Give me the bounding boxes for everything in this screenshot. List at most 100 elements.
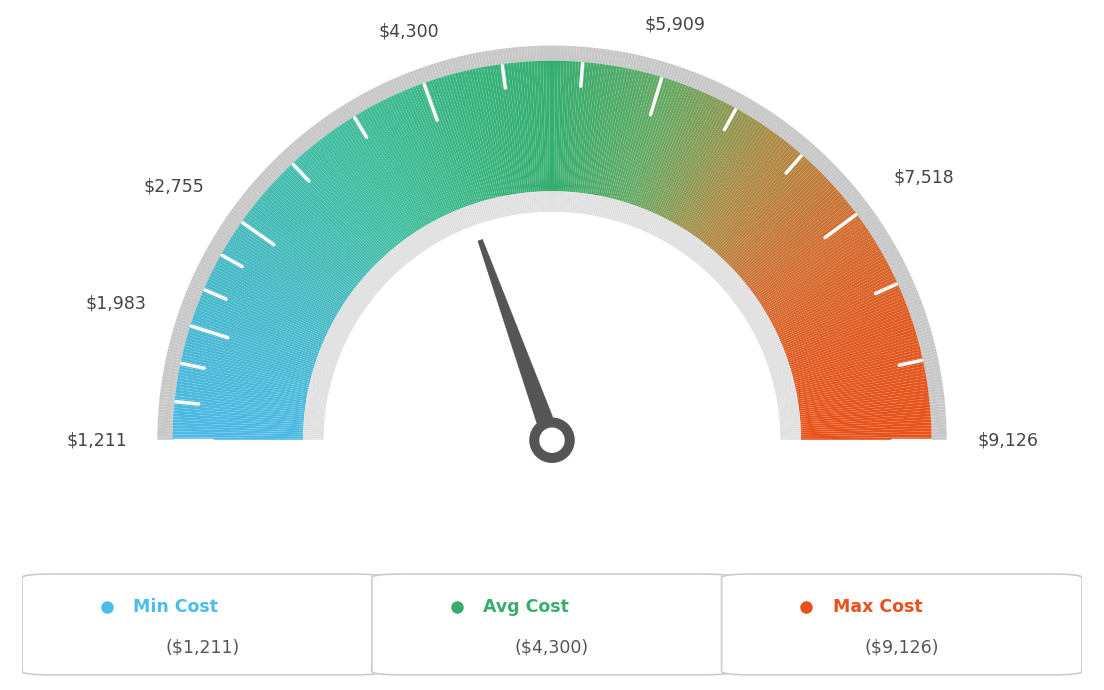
Wedge shape <box>861 210 874 222</box>
Wedge shape <box>321 137 403 242</box>
Wedge shape <box>190 281 205 290</box>
Wedge shape <box>475 68 503 197</box>
Wedge shape <box>594 48 598 63</box>
Wedge shape <box>325 338 344 348</box>
Wedge shape <box>856 204 870 215</box>
Wedge shape <box>397 244 413 262</box>
Wedge shape <box>593 66 617 195</box>
Wedge shape <box>161 382 177 387</box>
Wedge shape <box>800 413 931 424</box>
Wedge shape <box>524 46 528 61</box>
Wedge shape <box>771 371 792 378</box>
Wedge shape <box>661 222 673 242</box>
Wedge shape <box>763 112 774 126</box>
Wedge shape <box>231 208 245 219</box>
Wedge shape <box>159 400 174 404</box>
Wedge shape <box>464 207 474 227</box>
Wedge shape <box>357 96 367 110</box>
Wedge shape <box>784 304 907 352</box>
Wedge shape <box>636 209 646 229</box>
Wedge shape <box>683 237 697 255</box>
Wedge shape <box>173 411 304 423</box>
Wedge shape <box>310 126 321 140</box>
Wedge shape <box>672 66 680 81</box>
Wedge shape <box>172 425 304 433</box>
Wedge shape <box>513 62 529 193</box>
Wedge shape <box>646 58 654 73</box>
Wedge shape <box>435 79 477 204</box>
Wedge shape <box>680 69 689 84</box>
Wedge shape <box>769 367 790 375</box>
Wedge shape <box>787 315 911 359</box>
Wedge shape <box>799 393 928 411</box>
Wedge shape <box>930 403 945 408</box>
Wedge shape <box>364 109 431 224</box>
Wedge shape <box>180 306 195 315</box>
Wedge shape <box>185 337 312 375</box>
Wedge shape <box>307 397 328 403</box>
Wedge shape <box>174 399 305 415</box>
Wedge shape <box>369 106 434 222</box>
Wedge shape <box>421 83 468 207</box>
Wedge shape <box>922 351 937 357</box>
Wedge shape <box>779 438 802 440</box>
Wedge shape <box>357 284 374 299</box>
Wedge shape <box>439 217 450 237</box>
Wedge shape <box>171 333 187 340</box>
Wedge shape <box>305 413 326 417</box>
Wedge shape <box>339 310 358 323</box>
Wedge shape <box>233 232 344 305</box>
Wedge shape <box>211 270 329 331</box>
Wedge shape <box>478 68 506 196</box>
Wedge shape <box>307 393 328 400</box>
Wedge shape <box>614 51 619 66</box>
Wedge shape <box>501 63 521 193</box>
Wedge shape <box>760 338 779 348</box>
Wedge shape <box>176 393 305 411</box>
Wedge shape <box>906 298 921 306</box>
Wedge shape <box>388 252 403 269</box>
Wedge shape <box>561 191 564 213</box>
Wedge shape <box>446 75 485 201</box>
Wedge shape <box>158 415 173 420</box>
Wedge shape <box>788 320 913 364</box>
Wedge shape <box>629 79 672 204</box>
Wedge shape <box>386 81 396 96</box>
Wedge shape <box>213 268 330 329</box>
Wedge shape <box>174 322 190 328</box>
Wedge shape <box>884 250 900 260</box>
Wedge shape <box>782 293 903 345</box>
Wedge shape <box>708 144 792 247</box>
Wedge shape <box>754 219 862 297</box>
Wedge shape <box>761 339 781 350</box>
Wedge shape <box>626 205 635 226</box>
Wedge shape <box>866 218 880 229</box>
Wedge shape <box>415 231 428 250</box>
Wedge shape <box>277 155 290 168</box>
Wedge shape <box>587 48 592 63</box>
Wedge shape <box>275 178 372 270</box>
Wedge shape <box>779 125 792 139</box>
Wedge shape <box>317 356 338 365</box>
Wedge shape <box>779 426 800 429</box>
Wedge shape <box>578 193 583 215</box>
Wedge shape <box>809 150 822 164</box>
Wedge shape <box>932 437 947 440</box>
Wedge shape <box>779 436 800 438</box>
Wedge shape <box>658 61 665 77</box>
Wedge shape <box>618 74 655 201</box>
Wedge shape <box>902 286 916 295</box>
Wedge shape <box>778 415 799 419</box>
Wedge shape <box>644 57 650 72</box>
Wedge shape <box>164 363 180 369</box>
Wedge shape <box>700 77 709 92</box>
Wedge shape <box>757 224 866 300</box>
Wedge shape <box>598 68 626 196</box>
Wedge shape <box>652 59 659 75</box>
Wedge shape <box>449 74 486 201</box>
Wedge shape <box>272 183 369 273</box>
Wedge shape <box>765 244 879 313</box>
Wedge shape <box>211 239 225 250</box>
Wedge shape <box>795 355 922 386</box>
Wedge shape <box>564 61 573 192</box>
